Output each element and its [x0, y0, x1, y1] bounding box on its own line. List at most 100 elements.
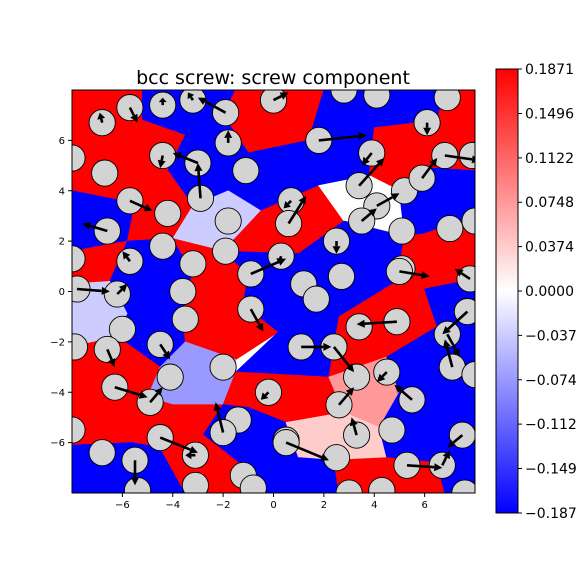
atom-marker: [116, 187, 144, 215]
colorbar-tick-label: 0.0000: [525, 284, 574, 300]
displacement-arrow: [185, 451, 196, 460]
displacement-arrow: [285, 441, 329, 461]
atom-marker: [345, 313, 373, 341]
atom-marker: [181, 471, 209, 493]
displacement-arrow: [276, 255, 284, 264]
displacement-arrow: [116, 283, 128, 295]
atom-marker: [237, 295, 265, 323]
colorbar-ticks: 0.1871 0.1496 0.1122 0.0748 0.0374 0.0000 −0.0…: [518, 62, 576, 522]
atom-marker: [378, 416, 406, 444]
atom-marker: [212, 237, 240, 265]
x-axis: −6 −4 −2 0 2 4 6: [115, 493, 428, 511]
x-tick-label: −4: [165, 500, 180, 511]
atom-marker: [156, 363, 184, 391]
atom-marker: [171, 305, 199, 333]
colorbar-tick-label: 0.1122: [525, 151, 574, 167]
x-tick-label: 4: [371, 500, 377, 511]
colorbar-tick-label: −0.0748: [525, 373, 576, 389]
atom-marker: [72, 333, 89, 361]
displacement-arrow: [149, 387, 163, 404]
chart-title: bcc screw: screw component: [136, 67, 410, 89]
displacement-arrow: [106, 348, 116, 368]
displacement-arrow: [249, 308, 264, 332]
displacement-arrows: [76, 92, 475, 486]
atom-marker: [108, 315, 136, 343]
atom-marker: [169, 277, 197, 306]
displacement-arrow: [260, 391, 270, 400]
y-tick-label: −6: [50, 438, 65, 449]
colorbar-gradient: [495, 68, 519, 514]
displacement-arrow: [358, 158, 385, 187]
displacement-arrow: [441, 450, 450, 466]
colorbar-tick-label: 0.0748: [525, 195, 574, 211]
displacement-arrow: [172, 152, 199, 165]
displacement-arrow: [360, 208, 377, 222]
displacement-arrow: [394, 384, 413, 401]
displacement-arrow: [287, 195, 307, 225]
atom-marker: [91, 159, 119, 187]
displacement-arrow: [443, 339, 454, 368]
atom-marker: [458, 141, 475, 170]
atom-marker: [436, 214, 464, 243]
atom-marker: [237, 260, 265, 288]
displacement-arrow: [361, 152, 373, 166]
plot-area: [71, 89, 476, 494]
y-tick-label: −4: [50, 388, 65, 399]
displacement-arrow: [423, 122, 432, 136]
atom-marker: [302, 285, 330, 313]
displacement-arrow: [376, 371, 388, 383]
displacement-arrow: [349, 417, 358, 436]
displacement-arrow: [444, 154, 475, 164]
atom-marker: [388, 217, 416, 245]
displacement-arrow: [332, 241, 341, 254]
displacement-arrow: [122, 251, 131, 263]
atom-marker: [232, 157, 260, 185]
displacement-arrow: [224, 130, 233, 143]
x-tick-label: −6: [115, 500, 130, 511]
y-tick-label: −2: [50, 337, 65, 348]
displacement-arrow: [301, 342, 332, 351]
displacement-arrow: [447, 434, 464, 448]
displacement-arrow: [114, 385, 148, 399]
displacement-arrow: [399, 270, 430, 279]
displacement-arrow: [272, 92, 289, 102]
colorbar: 0.1871 0.1496 0.1122 0.0748 0.0374 0.0000 −0.0…: [495, 62, 576, 522]
displacement-arrow: [131, 460, 139, 486]
atom-marker: [209, 353, 237, 381]
displacement-arrow: [283, 199, 293, 209]
atom-marker: [343, 363, 371, 391]
atom-marker: [179, 250, 207, 278]
y-axis: −6 −4 −2 0 2 4 6: [50, 136, 72, 449]
displacement-arrow: [454, 268, 471, 280]
atom-marker: [214, 207, 242, 235]
displacement-arrow: [446, 333, 460, 357]
displacement-arrow: [76, 286, 110, 295]
atom-marker: [149, 232, 177, 260]
displacement-arrow: [406, 463, 443, 472]
displacement-arrow: [213, 402, 225, 433]
displacement-arrow: [318, 132, 367, 142]
y-tick-label: 2: [59, 237, 65, 248]
displacement-arrow: [157, 155, 166, 169]
displacement-arrow: [376, 193, 400, 208]
atom-marker: [433, 90, 461, 112]
atom-marker: [179, 90, 207, 114]
x-tick-label: −2: [216, 500, 231, 511]
colorbar-tick-label: −0.1122: [525, 417, 576, 433]
atom-marker: [368, 476, 396, 493]
displacement-arrow: [194, 163, 203, 199]
atom-marker: [239, 474, 267, 493]
displacement-arrow: [332, 346, 355, 373]
colorbar-tick-label: −0.1871: [525, 506, 576, 522]
colorbar-tick-label: −0.1496: [525, 462, 576, 478]
y-tick-label: 6: [59, 136, 65, 147]
colorbar-tick-label: 0.1871: [525, 62, 574, 78]
displacement-arrow: [356, 319, 397, 328]
x-tick-label: 6: [421, 500, 427, 511]
displacement-arrow: [159, 343, 171, 360]
displacement-arrow: [421, 158, 438, 179]
colorbar-tick-label: 0.0374: [525, 240, 574, 256]
heatmap-regions: [72, 90, 475, 493]
displacement-arrow: [187, 92, 195, 101]
